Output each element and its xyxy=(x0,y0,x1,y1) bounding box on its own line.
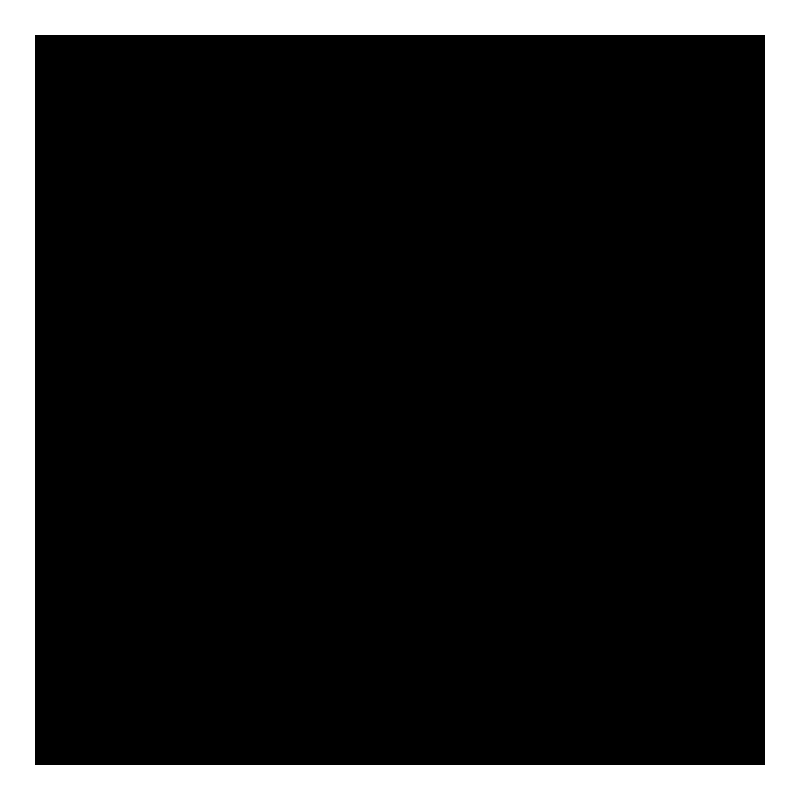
heatmap-frame xyxy=(35,35,765,765)
heatmap-canvas xyxy=(35,35,765,765)
